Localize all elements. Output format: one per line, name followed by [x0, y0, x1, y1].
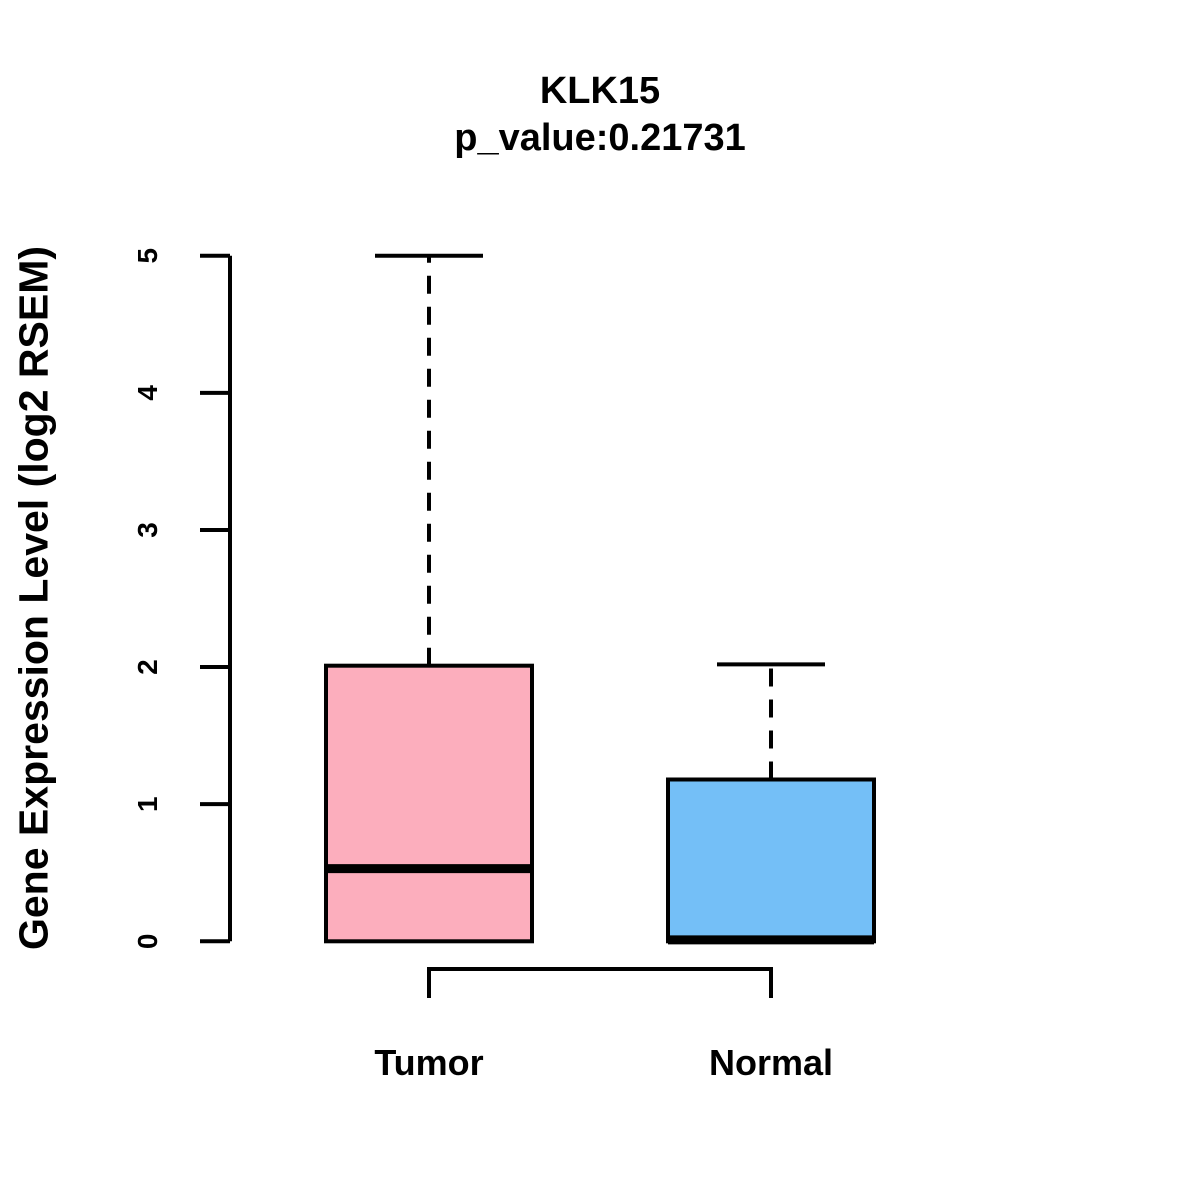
x-category-label-tumor: Tumor	[374, 1042, 484, 1083]
chart-subtitle-pvalue: p_value:0.21731	[454, 117, 746, 159]
normal-box	[666, 777, 876, 944]
y-tick-label: 5	[132, 248, 163, 264]
tumor-box	[324, 663, 534, 944]
x-category-label-normal: Normal	[708, 1042, 834, 1083]
y-tick-label: 4	[132, 385, 163, 401]
chart-title: KLK15	[539, 70, 661, 112]
y-tick-label: 3	[132, 522, 163, 538]
y-tick-label: 2	[132, 659, 163, 675]
comparison-bracket	[427, 967, 773, 998]
y-tick-label: 0	[132, 934, 163, 950]
y-tick-label: 1	[132, 796, 163, 812]
